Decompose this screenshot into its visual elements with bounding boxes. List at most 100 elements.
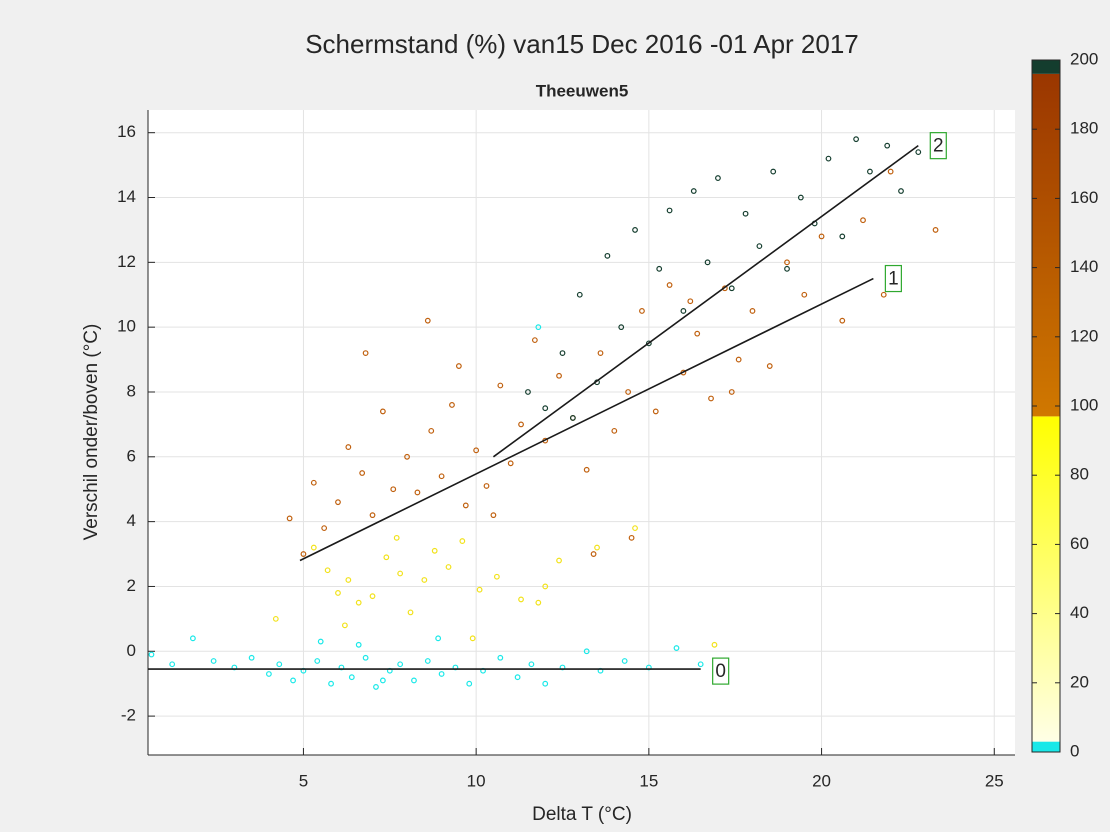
point bbox=[469, 635, 476, 642]
fit-label-box bbox=[884, 264, 902, 293]
point bbox=[335, 499, 341, 506]
fit-label-box bbox=[929, 132, 947, 160]
point bbox=[583, 648, 590, 655]
point bbox=[756, 243, 763, 250]
point bbox=[690, 188, 697, 194]
y-tick-label: 6 bbox=[127, 446, 136, 465]
x-tick-label: 10 bbox=[467, 771, 486, 790]
point bbox=[473, 447, 480, 454]
point bbox=[265, 671, 272, 677]
point bbox=[148, 651, 155, 658]
point bbox=[618, 324, 625, 331]
point bbox=[483, 483, 490, 489]
point bbox=[611, 427, 618, 434]
point bbox=[383, 554, 390, 561]
point bbox=[414, 489, 421, 496]
point bbox=[362, 350, 369, 356]
y-tick-label: 16 bbox=[117, 122, 136, 141]
point bbox=[697, 661, 704, 668]
point bbox=[518, 421, 524, 428]
point bbox=[369, 512, 376, 519]
point bbox=[390, 486, 397, 493]
point bbox=[379, 677, 386, 684]
point bbox=[867, 168, 873, 175]
point bbox=[639, 308, 645, 314]
x-tick-label: 15 bbox=[639, 771, 658, 790]
point bbox=[345, 444, 352, 450]
point bbox=[887, 168, 894, 175]
point bbox=[355, 599, 362, 606]
point bbox=[431, 547, 438, 554]
point bbox=[497, 654, 504, 661]
point bbox=[355, 641, 362, 648]
point bbox=[645, 340, 652, 347]
point bbox=[884, 142, 891, 149]
point bbox=[625, 389, 632, 395]
point bbox=[455, 363, 462, 369]
fit-label: 2 bbox=[933, 136, 944, 157]
point bbox=[466, 680, 473, 687]
point bbox=[397, 570, 404, 577]
y-tick-label: 4 bbox=[127, 511, 136, 530]
point bbox=[210, 658, 217, 664]
point bbox=[290, 677, 296, 684]
point bbox=[531, 337, 538, 344]
point bbox=[424, 317, 431, 324]
point bbox=[272, 615, 279, 622]
y-tick-label: 8 bbox=[127, 381, 136, 400]
chart-subtitle: Theeuwen5 bbox=[536, 81, 629, 100]
y-tick-label: 10 bbox=[117, 317, 136, 336]
point bbox=[766, 363, 773, 369]
point bbox=[583, 466, 590, 473]
fit-line bbox=[492, 145, 919, 458]
point bbox=[459, 538, 466, 544]
point bbox=[248, 654, 255, 661]
point bbox=[656, 265, 663, 272]
point bbox=[673, 645, 680, 651]
colorbar-tick-label: 60 bbox=[1070, 534, 1089, 553]
colorbar-tick-label: 40 bbox=[1070, 603, 1089, 622]
point bbox=[407, 609, 414, 616]
point bbox=[286, 515, 293, 522]
fit-label: 1 bbox=[888, 269, 899, 290]
point bbox=[542, 405, 549, 412]
point bbox=[749, 308, 756, 314]
point bbox=[404, 453, 410, 460]
point bbox=[784, 265, 790, 272]
y-tick-label: 12 bbox=[117, 252, 136, 271]
colorbar-tick-label: 20 bbox=[1070, 672, 1089, 691]
colorbar-tick-label: 160 bbox=[1070, 188, 1098, 207]
point bbox=[860, 217, 866, 224]
point bbox=[687, 298, 694, 305]
x-tick-label: 25 bbox=[985, 771, 1004, 790]
chart-title: Schermstand (%) van15 Dec 2016 -01 Apr 2… bbox=[305, 29, 859, 59]
point bbox=[379, 408, 386, 415]
colorbar-segment bbox=[1032, 416, 1060, 742]
point bbox=[310, 544, 317, 551]
point bbox=[735, 356, 742, 363]
point bbox=[542, 583, 549, 590]
point bbox=[594, 544, 600, 551]
point bbox=[359, 470, 366, 476]
fit-label: 0 bbox=[715, 661, 726, 682]
x-tick-label: 5 bbox=[299, 771, 308, 790]
point bbox=[704, 259, 711, 266]
point bbox=[421, 577, 428, 583]
point bbox=[535, 324, 542, 331]
colorbar-segment bbox=[1032, 60, 1060, 74]
point bbox=[535, 599, 542, 606]
x-tick-label: 20 bbox=[812, 771, 831, 790]
point bbox=[576, 291, 583, 298]
point bbox=[825, 155, 832, 162]
colorbar-tick-label: 140 bbox=[1070, 257, 1098, 276]
point bbox=[556, 557, 562, 564]
point bbox=[528, 661, 535, 668]
point bbox=[556, 372, 562, 379]
point bbox=[542, 680, 549, 687]
point bbox=[476, 586, 483, 593]
point bbox=[462, 502, 469, 509]
point bbox=[321, 525, 328, 532]
point bbox=[317, 638, 324, 645]
colorbar-segment bbox=[1032, 741, 1060, 752]
